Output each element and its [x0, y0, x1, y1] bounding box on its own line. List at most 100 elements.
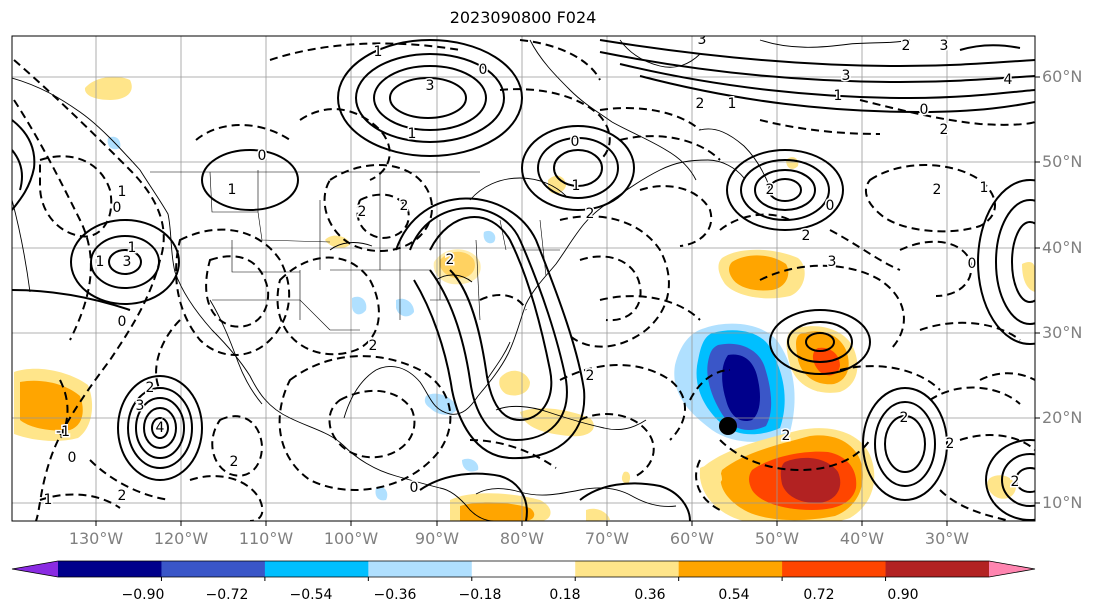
contour-label: 1 [44, 492, 53, 508]
colorbar-label: −0.18 [458, 587, 502, 603]
contour-label: 2 [946, 436, 955, 452]
lon-label-30w: 30°W [924, 529, 970, 548]
lat-label-30n: 30°N [1042, 323, 1083, 342]
lon-label-40w: 40°W [839, 529, 885, 548]
lon-label-50w: 50°W [754, 529, 800, 548]
contour-label: 2 [802, 228, 811, 244]
lat-label-50n: 50°N [1042, 152, 1083, 171]
colorbar-outline [11, 560, 1036, 578]
colorbar-label: −0.36 [373, 587, 417, 603]
contour-label: 0 [410, 480, 419, 496]
contour-label: 1 [128, 240, 137, 256]
contour-label: 1 [980, 180, 989, 196]
colorbar-segment [471, 561, 576, 577]
negative-anomaly-core [722, 354, 760, 422]
colorbar-label: 0.72 [803, 587, 835, 603]
contour-label: 2 [146, 380, 155, 396]
contour-label: 0 [68, 450, 77, 466]
contour-label: 2 [1011, 474, 1020, 490]
contour-label: 1 [572, 178, 581, 194]
lon-label-60w: 60°W [669, 529, 715, 548]
contour-label: 2 [400, 198, 409, 214]
contour-label: 3 [828, 254, 837, 270]
contour-label: 1 [118, 184, 127, 200]
contour-label: 0 [258, 148, 267, 164]
contour-label: 3 [136, 398, 145, 414]
colorbar-segment [782, 561, 887, 577]
contour-label: 2 [369, 338, 378, 354]
contour-label: 0 [968, 256, 977, 272]
contour-label: 2 [696, 96, 705, 112]
colorbar-label: 0.90 [887, 587, 919, 603]
political-borders [150, 170, 560, 331]
contour-label: 0 [571, 134, 580, 150]
contour-label: 3 [698, 32, 707, 48]
lon-label-80w: 80°W [499, 529, 545, 548]
colorbar-label: 0.36 [634, 587, 666, 603]
contour-label: 4 [156, 420, 165, 436]
lat-label-10n: 10°N [1042, 493, 1083, 512]
axis-ticks [95, 76, 1040, 526]
contour-label: 3 [940, 38, 949, 54]
colorbar-label: −0.90 [121, 587, 165, 603]
colorbar-label: 0.54 [718, 587, 750, 603]
contour-label: 0 [118, 314, 127, 330]
contour-label: 0 [826, 198, 835, 214]
contour-label: 2 [586, 206, 595, 222]
colorbar-segment [161, 561, 266, 577]
contour-label: 0 [920, 102, 929, 118]
contour-label: 1 [228, 182, 237, 198]
dashed-contours [13, 39, 1035, 521]
map-title: 2023090800 F024 [449, 8, 597, 27]
contour-label: 2 [358, 204, 367, 220]
contour-label: 0 [113, 200, 122, 216]
contour-label: 0 [479, 62, 488, 78]
colorbar-segment [368, 561, 473, 577]
contour-label: 2 [782, 428, 791, 444]
contour-label: 2 [230, 454, 239, 470]
colorbar-extend-max [989, 561, 1035, 577]
colorbar-extend-min [12, 561, 58, 577]
solid-contours [12, 39, 1035, 521]
lat-label-60n: 60°N [1042, 67, 1083, 86]
lon-label-120w: 120°W [153, 529, 209, 548]
map-frame [11, 35, 1036, 522]
contour-label: 2 [900, 410, 909, 426]
coastlines [12, 39, 911, 521]
storm-center-marker [719, 417, 737, 435]
colorbar-segment [885, 561, 990, 577]
contour-label: 1 [834, 88, 843, 104]
lon-label-100w: 100°W [323, 529, 379, 548]
contour-label: -1 [56, 424, 70, 440]
colorbar-label: 0.18 [549, 587, 581, 603]
contour-label: 3 [426, 78, 435, 94]
graticule [12, 36, 1035, 521]
contour-label: 2 [118, 488, 127, 504]
contour-label: 1 [96, 254, 105, 270]
contour-label: 1 [408, 126, 417, 142]
lon-label-130w: 130°W [68, 529, 124, 548]
contour-label: 2 [940, 122, 949, 138]
lon-label-90w: 90°W [414, 529, 460, 548]
contour-label: 2 [902, 38, 911, 54]
contour-label: 1 [728, 96, 737, 112]
lat-label-20n: 20°N [1042, 408, 1083, 427]
contour-label: 2 [766, 182, 775, 198]
contour-label: 1 [374, 44, 383, 60]
colorbar-segment [58, 561, 162, 577]
colorbar-label: −0.54 [289, 587, 333, 603]
contour-label: 2 [446, 252, 455, 268]
colorbar-segment [575, 561, 680, 577]
lat-label-40n: 40°N [1042, 238, 1083, 257]
contour-label: 3 [123, 254, 132, 270]
contour-label: 2 [586, 368, 595, 384]
contour-label: 3 [842, 68, 851, 84]
lon-label-110w: 110°W [238, 529, 294, 548]
contour-label: 2 [933, 182, 942, 198]
lon-label-70w: 70°W [584, 529, 630, 548]
colorbar [11, 560, 1036, 581]
colorbar-segment [264, 561, 369, 577]
colorbar-segment [678, 561, 783, 577]
